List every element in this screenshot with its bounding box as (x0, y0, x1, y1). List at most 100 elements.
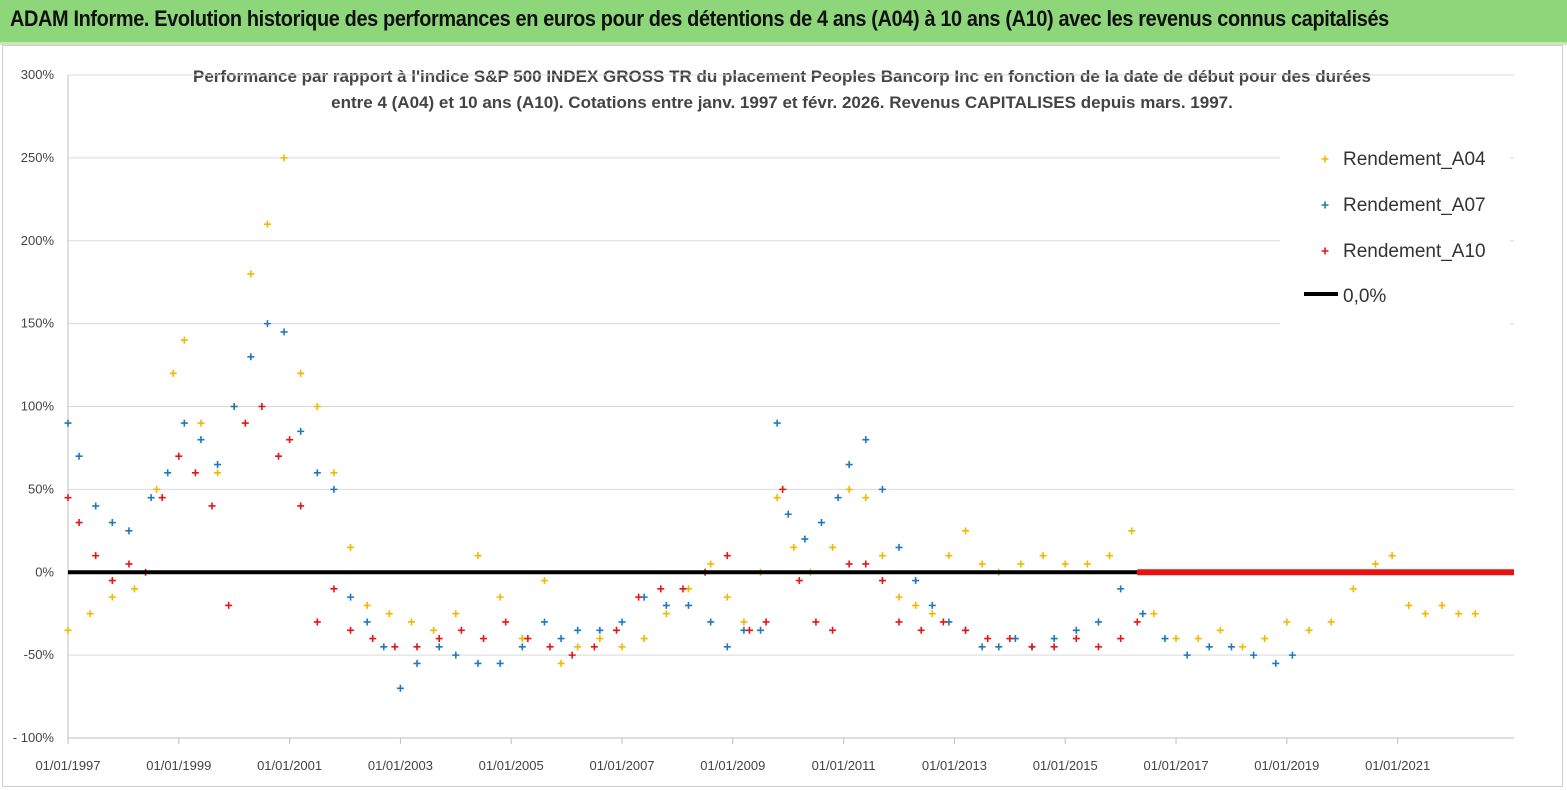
data-point (557, 659, 565, 667)
data-point (757, 626, 765, 634)
data-point (496, 659, 504, 667)
x-tick-label: 01/01/2003 (368, 758, 433, 773)
data-point (596, 626, 604, 634)
data-point (1421, 610, 1429, 618)
data-point (1072, 626, 1080, 634)
data-point (1106, 552, 1114, 560)
data-point (197, 436, 205, 444)
data-point (1194, 635, 1202, 643)
data-point (612, 626, 620, 634)
report-banner: ADAM Informe. Evolution historique des p… (0, 0, 1567, 45)
data-point (153, 485, 161, 493)
data-point (75, 452, 83, 460)
data-point (590, 643, 598, 651)
data-point (945, 552, 953, 560)
data-point (247, 353, 255, 361)
x-tick-label: 01/01/2007 (589, 758, 654, 773)
data-point (618, 643, 626, 651)
data-point (502, 618, 510, 626)
data-point (1017, 560, 1025, 568)
data-point (130, 585, 138, 593)
report-title: ADAM Informe. Evolution historique des p… (10, 6, 1389, 31)
data-point (928, 610, 936, 618)
data-point (297, 502, 305, 510)
data-point (1006, 635, 1014, 643)
data-point (895, 593, 903, 601)
data-point (679, 585, 687, 593)
x-tick-label: 01/01/2021 (1365, 758, 1430, 773)
data-point (657, 585, 665, 593)
legend-marker (1321, 201, 1329, 209)
data-point (795, 577, 803, 585)
data-point (435, 635, 443, 643)
data-point (939, 618, 947, 626)
data-point (86, 610, 94, 618)
data-point (745, 626, 753, 634)
data-point (258, 403, 266, 410)
data-point (280, 328, 288, 336)
data-point (108, 519, 116, 527)
data-point (147, 494, 155, 502)
data-point (1405, 601, 1413, 609)
data-point (912, 601, 920, 609)
series-2 (64, 403, 1141, 659)
data-point (878, 577, 886, 585)
data-point (474, 659, 482, 667)
data-point (568, 651, 576, 659)
data-point (829, 543, 837, 551)
data-point (125, 560, 133, 568)
data-point (912, 577, 920, 585)
legend-marker (1321, 247, 1329, 255)
data-point (396, 684, 404, 692)
x-axis: 01/01/1997 01/01/1999 01/01/2001 01/01/2003… (35, 737, 1514, 773)
data-point (978, 560, 986, 568)
data-point (225, 601, 233, 609)
data-point (241, 419, 249, 427)
legend-box (1280, 138, 1510, 328)
data-point (208, 502, 216, 510)
data-point (1083, 560, 1091, 568)
data-point (829, 626, 837, 634)
data-point (313, 403, 321, 410)
data-point (1139, 610, 1147, 618)
data-point (845, 485, 853, 493)
data-point (1288, 651, 1296, 659)
data-point (723, 552, 731, 560)
data-point (762, 618, 770, 626)
data-point (1471, 610, 1479, 618)
y-tick-label: 200% (21, 233, 55, 248)
data-point (1272, 659, 1280, 667)
legend-label: Rendement_A10 (1343, 241, 1486, 262)
data-point (280, 154, 288, 162)
data-point (978, 643, 986, 651)
data-point (180, 336, 188, 344)
data-point (1455, 610, 1463, 618)
data-point (817, 519, 825, 527)
data-point (895, 543, 903, 551)
data-point (784, 510, 792, 518)
y-tick-label: 50% (28, 481, 54, 496)
data-point (1117, 585, 1125, 593)
data-point (275, 452, 283, 460)
data-point (1349, 585, 1357, 593)
data-point (1261, 635, 1269, 643)
data-point (191, 469, 199, 477)
data-point (662, 601, 670, 609)
data-point (1117, 635, 1125, 643)
data-point (263, 220, 271, 228)
data-point (474, 552, 482, 560)
y-tick-label: 0% (35, 564, 54, 579)
data-point (1133, 618, 1141, 626)
data-point (391, 643, 399, 651)
data-point (197, 419, 205, 427)
data-point (369, 635, 377, 643)
data-point (413, 643, 421, 651)
data-point (1283, 618, 1291, 626)
x-tick-label: 01/01/2001 (257, 758, 322, 773)
data-point (640, 635, 648, 643)
data-point (64, 419, 72, 427)
data-point (1371, 560, 1379, 568)
legend-marker (1321, 155, 1329, 163)
data-point (962, 626, 970, 634)
data-point (92, 502, 100, 510)
